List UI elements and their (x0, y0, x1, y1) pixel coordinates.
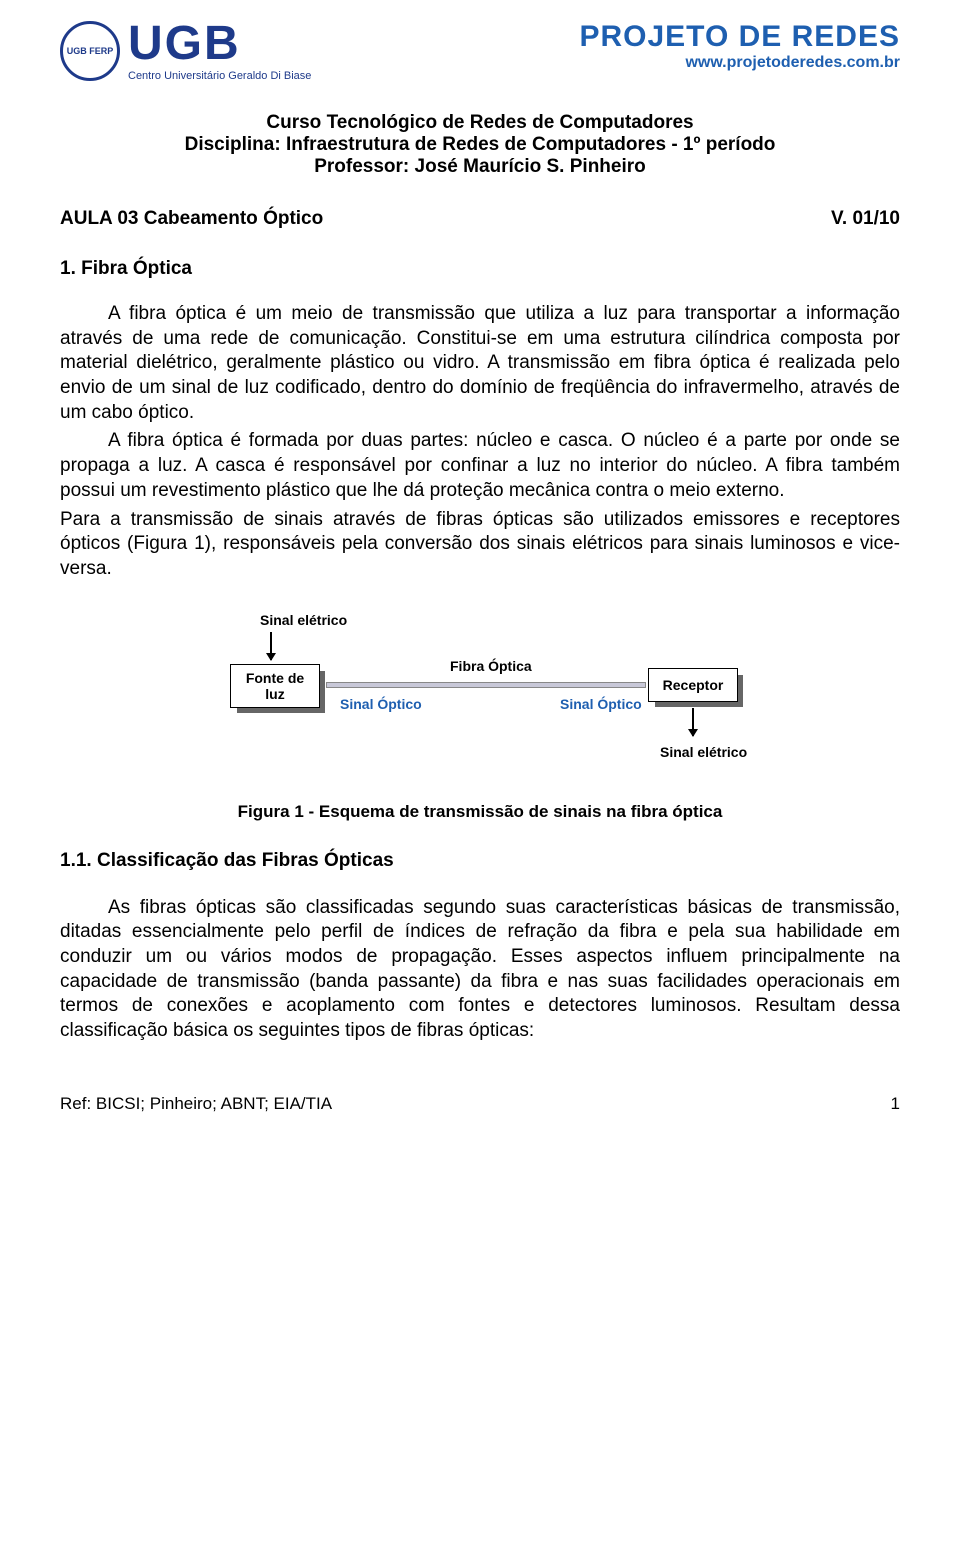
label-fibra-optica: Fibra Óptica (450, 658, 532, 674)
figure-1-diagram: Sinal elétrico Fonte de luz Fibra Óptica… (170, 612, 790, 792)
label-sinal-optico-right: Sinal Óptico (560, 696, 642, 712)
course-line-2: Disciplina: Infraestrutura de Redes de C… (60, 134, 900, 156)
course-header: Curso Tecnológico de Redes de Computador… (60, 112, 900, 178)
project-title: PROJETO DE REDES (579, 20, 900, 54)
fiber-connector (326, 682, 646, 688)
footer-ref: Ref: BICSI; Pinheiro; ABNT; EIA/TIA (60, 1094, 332, 1114)
section-1-para-3: Para a transmissão de sinais através de … (60, 508, 900, 582)
figure-1-caption: Figura 1 - Esquema de transmissão de sin… (60, 802, 900, 822)
page-footer: Ref: BICSI; Pinheiro; ABNT; EIA/TIA 1 (60, 1094, 900, 1114)
arrow-down-out (692, 708, 694, 736)
logo-acronym: UGB (128, 20, 311, 68)
logo-text: UGB Centro Universitário Geraldo Di Bias… (128, 20, 311, 82)
label-sinal-optico-left: Sinal Óptico (340, 696, 422, 712)
course-line-1: Curso Tecnológico de Redes de Computador… (60, 112, 900, 134)
box-fonte-luz: Fonte de luz (230, 664, 320, 708)
section-1-para-1: A fibra óptica é um meio de transmissão … (60, 302, 900, 425)
arrow-down-in (270, 632, 272, 660)
aula-version: V. 01/10 (831, 208, 900, 230)
aula-title: AULA 03 Cabeamento Óptico (60, 208, 323, 230)
logo-subtitle: Centro Universitário Geraldo Di Biase (128, 70, 311, 82)
project-url: www.projetoderedes.com.br (579, 54, 900, 72)
logo-section: UGB FERP UGB Centro Universitário Gerald… (60, 20, 311, 82)
footer-page-number: 1 (891, 1094, 900, 1114)
section-1-1-heading: 1.1. Classificação das Fibras Ópticas (60, 850, 900, 872)
box-receptor: Receptor (648, 668, 738, 702)
page-header: UGB FERP UGB Centro Universitário Gerald… (60, 20, 900, 82)
course-line-3: Professor: José Maurício S. Pinheiro (60, 156, 900, 178)
aula-line: AULA 03 Cabeamento Óptico V. 01/10 (60, 208, 900, 230)
label-sinal-eletrico-in: Sinal elétrico (260, 612, 347, 628)
label-sinal-eletrico-out: Sinal elétrico (660, 744, 747, 760)
section-1-1-para: As fibras ópticas são classificadas segu… (60, 896, 900, 1044)
section-1-para-2: A fibra óptica é formada por duas partes… (60, 429, 900, 503)
logo-emblem: UGB FERP (60, 21, 120, 81)
project-badge: PROJETO DE REDES www.projetoderedes.com.… (579, 20, 900, 72)
logo-emblem-text: UGB FERP (67, 46, 114, 56)
section-1-heading: 1. Fibra Óptica (60, 258, 900, 280)
